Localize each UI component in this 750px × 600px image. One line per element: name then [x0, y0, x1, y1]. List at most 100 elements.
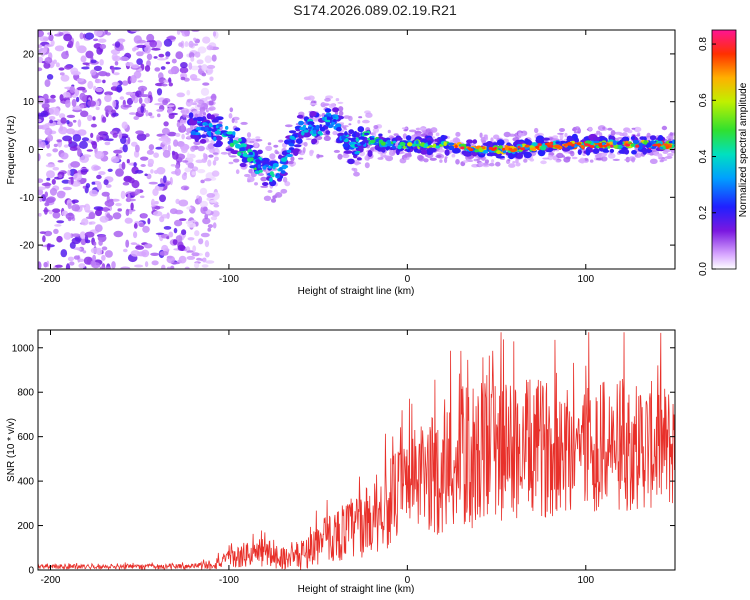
heatmap-halo-cell: [278, 139, 284, 143]
heatmap-halo-cell: [517, 135, 522, 139]
heatmap-noise-cell: [181, 173, 187, 181]
heatmap-noise-cell: [201, 64, 208, 72]
heatmap-noise-cell: [160, 178, 164, 184]
heatmap-ridge-cell: [325, 121, 331, 127]
heatmap-noise-cell: [87, 100, 96, 107]
heatmap-noise-cell: [112, 132, 118, 138]
heatmap-noise-cell: [69, 85, 76, 94]
heatmap-noise-cell: [120, 266, 131, 269]
heatmap-halo-cell: [302, 147, 306, 153]
heatmap-noise-cell: [111, 261, 116, 269]
heatmap-noise-cell: [79, 140, 88, 149]
heatmap-noise-cell: [93, 65, 102, 72]
heatmap-x-tick-label: 0: [405, 274, 411, 285]
heatmap-noise-cell: [81, 137, 90, 142]
heatmap-ridge-edge: [624, 149, 630, 155]
heatmap-noise-cell: [69, 261, 75, 266]
heatmap-halo-cell: [373, 125, 379, 129]
heatmap-noise-cell: [66, 120, 70, 125]
heatmap-ridge-cell: [276, 174, 281, 178]
heatmap-halo-cell: [263, 195, 272, 201]
heatmap-noise-cell: [99, 59, 104, 66]
heatmap-ridge-edge: [195, 116, 204, 122]
heatmap-noise-cell: [139, 195, 145, 199]
heatmap-halo-cell: [600, 156, 608, 162]
heatmap-noise-cell: [38, 30, 44, 38]
heatmap-halo-cell: [435, 154, 442, 158]
heatmap-noise-cell: [104, 200, 115, 207]
heatmap-noise-cell: [194, 230, 200, 237]
heatmap-noise-cell: [172, 239, 178, 246]
heatmap-ridge-edge: [194, 135, 200, 143]
heatmap-noise-cell: [51, 178, 56, 185]
heatmap-noise-cell: [71, 237, 81, 245]
heatmap-noise-cell: [135, 245, 145, 250]
heatmap-ridge-cell: [645, 142, 652, 148]
heatmap-y-tick-label: 10: [23, 97, 35, 108]
heatmap-noise-cell: [105, 184, 112, 188]
heatmap-halo-cell: [649, 158, 658, 164]
heatmap-noise-cell: [90, 260, 96, 266]
heatmap-noise-cell: [91, 181, 96, 185]
heatmap-ridge-cell: [607, 145, 611, 149]
heatmap-peak-cell: [584, 143, 589, 147]
heatmap-peak-cell: [467, 146, 472, 150]
colorbar: 0.0 0.2 0.4 0.6 0.8 Normalized spectral ampl…: [698, 29, 749, 276]
heatmap-noise-cell: [43, 207, 48, 215]
heatmap-ridge-cell: [269, 177, 273, 182]
heatmap-noise-cell: [56, 220, 65, 224]
heatmap-noise-cell: [172, 151, 179, 160]
heatmap-noise-cell: [43, 62, 51, 69]
heatmap-halo-cell: [478, 161, 484, 167]
heatmap-noise-cell: [157, 58, 167, 61]
heatmap-noise-cell: [93, 165, 101, 171]
heatmap-noise-cell: [198, 196, 203, 204]
heatmap-noise-cell: [127, 177, 135, 184]
heatmap-noise-cell: [193, 262, 200, 269]
heatmap-noise-cell: [165, 51, 171, 57]
heatmap-ridge-edge: [355, 132, 361, 138]
heatmap-noise-cell: [56, 139, 62, 143]
heatmap-ridge-cell: [238, 153, 242, 156]
heatmap-ridge-cell: [206, 131, 212, 136]
heatmap-noise-cell: [201, 264, 209, 268]
heatmap-halo-cell: [316, 153, 320, 159]
heatmap-ridge-cell: [482, 150, 489, 154]
heatmap-noise-cell: [50, 39, 55, 47]
chart-title: S174.2026.089.02.19.R21: [293, 2, 457, 18]
heatmap-noise-cell: [156, 167, 166, 175]
heatmap-noise-cell: [184, 266, 190, 269]
heatmap-noise-cell: [67, 256, 74, 262]
heatmap-noise-cell: [130, 242, 138, 246]
heatmap-noise-cell: [153, 56, 158, 59]
heatmap-noise-cell: [44, 230, 53, 237]
heatmap-ridge-cell: [226, 131, 233, 135]
heatmap-halo-cell: [547, 155, 554, 161]
heatmap-noise-cell: [104, 105, 113, 113]
heatmap-noise-cell: [99, 215, 109, 223]
heatmap-halo-cell: [571, 156, 578, 160]
heatmap-noise-cell: [156, 88, 163, 96]
heatmap-halo-cell: [667, 153, 674, 157]
heatmap-noise-cell: [80, 55, 87, 63]
heatmap-ridge-cell: [474, 149, 480, 153]
heatmap-noise-cell: [111, 81, 120, 87]
heatmap-noise-cell: [197, 169, 206, 174]
heatmap-noise-cell: [202, 257, 207, 263]
heatmap-noise-cell: [148, 181, 158, 185]
heatmap-ridge-edge: [239, 162, 247, 168]
heatmap-noise-cell: [125, 61, 134, 67]
heatmap-noise-cell: [44, 191, 48, 198]
heatmap-ridge-cell: [312, 129, 317, 134]
heatmap-noise-cell: [141, 213, 147, 219]
heatmap-noise-cell: [79, 92, 86, 101]
heatmap-halo-cell: [265, 145, 273, 151]
heatmap-ridge-edge: [434, 138, 439, 142]
heatmap-halo-cell: [246, 132, 252, 138]
heatmap-noise-cell: [169, 208, 178, 215]
heatmap-noise-cell: [180, 62, 188, 69]
heatmap-noise-cell: [212, 222, 217, 229]
heatmap-ridge-cell: [386, 143, 394, 147]
heatmap-halo-cell: [335, 98, 340, 102]
heatmap-noise-cell: [46, 74, 54, 80]
